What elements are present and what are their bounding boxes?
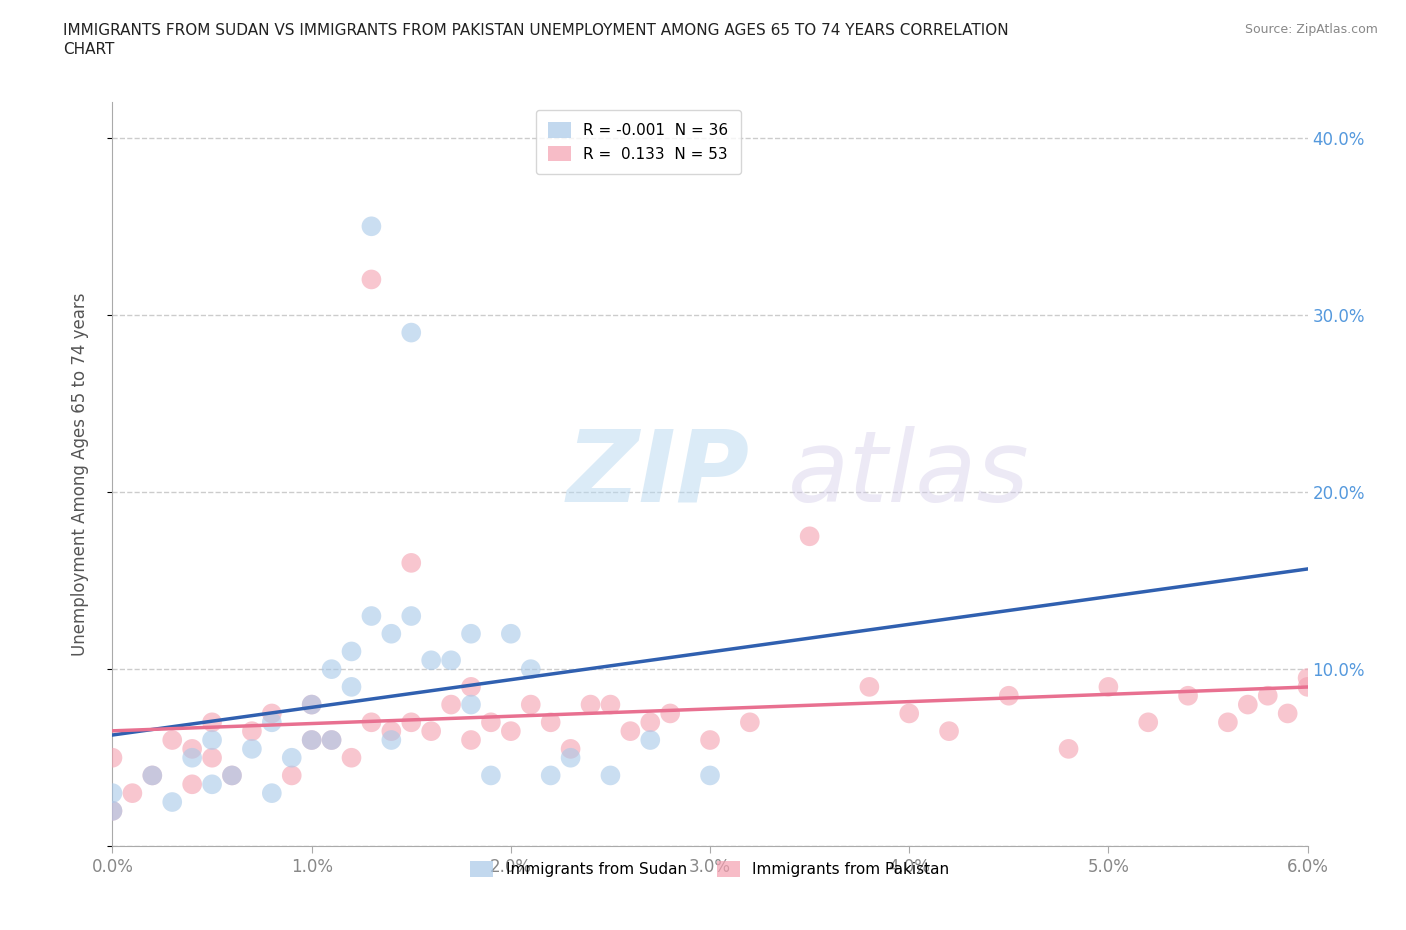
Point bbox=[260, 706, 283, 721]
Point bbox=[401, 715, 423, 730]
Y-axis label: Unemployment Among Ages 65 to 74 years: Unemployment Among Ages 65 to 74 years bbox=[70, 293, 89, 656]
Point bbox=[101, 804, 124, 818]
Point bbox=[640, 715, 662, 730]
Point bbox=[520, 698, 543, 712]
Point bbox=[360, 608, 382, 623]
Point bbox=[201, 751, 224, 765]
Point bbox=[301, 733, 323, 748]
Point bbox=[699, 733, 721, 748]
Point bbox=[121, 786, 143, 801]
Point bbox=[360, 715, 382, 730]
Point bbox=[579, 698, 602, 712]
Point bbox=[1257, 688, 1279, 703]
Point bbox=[221, 768, 243, 783]
Point bbox=[281, 768, 304, 783]
Point bbox=[1296, 680, 1319, 695]
Point bbox=[560, 741, 582, 756]
Point bbox=[201, 715, 224, 730]
Point bbox=[440, 653, 463, 668]
Point bbox=[141, 768, 163, 783]
Point bbox=[221, 768, 243, 783]
Point bbox=[460, 680, 482, 695]
Point bbox=[460, 626, 482, 641]
Point bbox=[141, 768, 163, 783]
Point bbox=[340, 644, 363, 658]
Point bbox=[380, 626, 402, 641]
Point bbox=[181, 777, 204, 791]
Point bbox=[540, 715, 562, 730]
Point bbox=[619, 724, 641, 738]
Point bbox=[520, 662, 543, 677]
Point bbox=[799, 529, 821, 544]
Point bbox=[440, 698, 463, 712]
Point bbox=[1237, 698, 1260, 712]
Point bbox=[420, 724, 443, 738]
Point bbox=[340, 751, 363, 765]
Point bbox=[1097, 680, 1119, 695]
Point bbox=[1296, 671, 1319, 685]
Point bbox=[240, 724, 263, 738]
Point bbox=[321, 733, 343, 748]
Point bbox=[401, 608, 423, 623]
Point bbox=[560, 751, 582, 765]
Point bbox=[321, 662, 343, 677]
Point bbox=[738, 715, 761, 730]
Point bbox=[360, 219, 382, 233]
Point bbox=[1057, 741, 1080, 756]
Text: IMMIGRANTS FROM SUDAN VS IMMIGRANTS FROM PAKISTAN UNEMPLOYMENT AMONG AGES 65 TO : IMMIGRANTS FROM SUDAN VS IMMIGRANTS FROM… bbox=[63, 23, 1010, 38]
Point bbox=[659, 706, 682, 721]
Point bbox=[181, 751, 204, 765]
Text: CHART: CHART bbox=[63, 42, 115, 57]
Point bbox=[301, 698, 323, 712]
Point bbox=[101, 751, 124, 765]
Point bbox=[938, 724, 960, 738]
Point bbox=[301, 733, 323, 748]
Legend: Immigrants from Sudan, Immigrants from Pakistan: Immigrants from Sudan, Immigrants from P… bbox=[464, 855, 956, 884]
Point bbox=[460, 698, 482, 712]
Point bbox=[479, 715, 502, 730]
Point bbox=[699, 768, 721, 783]
Point bbox=[181, 741, 204, 756]
Point bbox=[380, 724, 402, 738]
Point bbox=[420, 653, 443, 668]
Point bbox=[460, 733, 482, 748]
Point bbox=[599, 698, 621, 712]
Point bbox=[162, 733, 183, 748]
Point bbox=[260, 786, 283, 801]
Point bbox=[640, 733, 662, 748]
Text: Source: ZipAtlas.com: Source: ZipAtlas.com bbox=[1244, 23, 1378, 36]
Point bbox=[162, 794, 183, 809]
Point bbox=[201, 733, 224, 748]
Point bbox=[260, 715, 283, 730]
Point bbox=[1277, 706, 1299, 721]
Point bbox=[380, 733, 402, 748]
Point bbox=[1216, 715, 1239, 730]
Point bbox=[321, 733, 343, 748]
Point bbox=[898, 706, 921, 721]
Point bbox=[301, 698, 323, 712]
Point bbox=[201, 777, 224, 791]
Point bbox=[998, 688, 1021, 703]
Text: ZIP: ZIP bbox=[567, 426, 749, 523]
Point bbox=[401, 555, 423, 570]
Point bbox=[599, 768, 621, 783]
Point bbox=[240, 741, 263, 756]
Point bbox=[281, 751, 304, 765]
Point bbox=[499, 724, 522, 738]
Point bbox=[101, 804, 124, 818]
Point bbox=[858, 680, 880, 695]
Point bbox=[540, 768, 562, 783]
Point bbox=[479, 768, 502, 783]
Point bbox=[1177, 688, 1199, 703]
Point bbox=[340, 680, 363, 695]
Point bbox=[1137, 715, 1160, 730]
Text: atlas: atlas bbox=[787, 426, 1029, 523]
Point bbox=[499, 626, 522, 641]
Point bbox=[360, 272, 382, 286]
Point bbox=[101, 786, 124, 801]
Point bbox=[401, 326, 423, 340]
